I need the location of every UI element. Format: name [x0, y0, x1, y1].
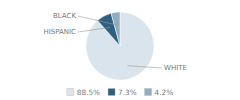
legend-swatch	[145, 89, 152, 96]
legend: 88.5% 7.3% 4.2%	[67, 88, 173, 97]
chart: WHITE HISPANIC BLACK 88.5% 7.3% 4.2%	[0, 0, 240, 100]
leader-line	[78, 27, 110, 32]
leader-line	[127, 66, 162, 68]
legend-label: 7.3%	[118, 88, 137, 97]
leader-line	[78, 16, 117, 25]
pie-slice	[111, 12, 120, 46]
pie	[86, 12, 154, 80]
legend-item: 88.5%	[67, 88, 100, 97]
legend-swatch	[108, 89, 115, 96]
legend-label: 4.2%	[155, 88, 174, 97]
annotation: BLACK	[53, 12, 76, 20]
legend-label: 88.5%	[77, 88, 100, 97]
annotation: WHITE	[164, 64, 187, 72]
annotation: HISPANIC	[43, 28, 76, 36]
legend-item: 4.2%	[145, 88, 174, 97]
legend-item: 7.3%	[108, 88, 137, 97]
annotations: WHITE HISPANIC BLACK	[43, 12, 186, 72]
legend-swatch	[67, 89, 74, 96]
pie-slice	[86, 12, 154, 80]
